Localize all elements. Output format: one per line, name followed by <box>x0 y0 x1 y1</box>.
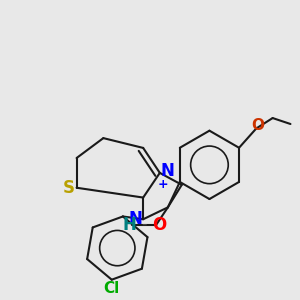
Text: O: O <box>152 216 166 234</box>
Text: N: N <box>129 210 143 228</box>
Text: O: O <box>251 118 264 133</box>
Text: Cl: Cl <box>103 281 120 296</box>
Text: S: S <box>62 179 74 197</box>
Text: N: N <box>160 162 174 180</box>
Text: H: H <box>122 216 136 234</box>
Text: -: - <box>141 217 147 232</box>
Text: +: + <box>158 178 168 191</box>
